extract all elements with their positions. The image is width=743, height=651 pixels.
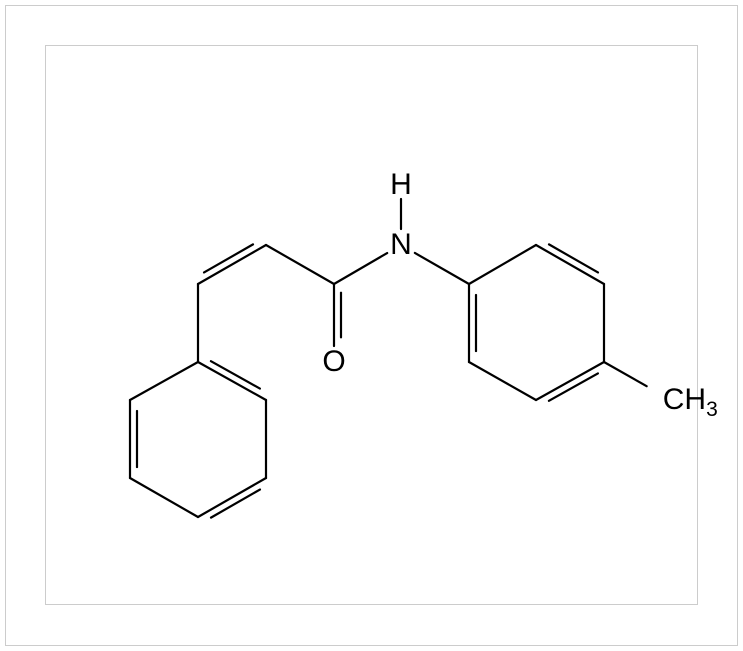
molecule-diagram xyxy=(0,0,743,651)
atom-label-ch3: CH3 xyxy=(663,385,718,415)
atom-label-n: N xyxy=(390,230,412,260)
atom-label-h: H xyxy=(390,170,412,200)
atom-label-o: O xyxy=(322,347,345,377)
